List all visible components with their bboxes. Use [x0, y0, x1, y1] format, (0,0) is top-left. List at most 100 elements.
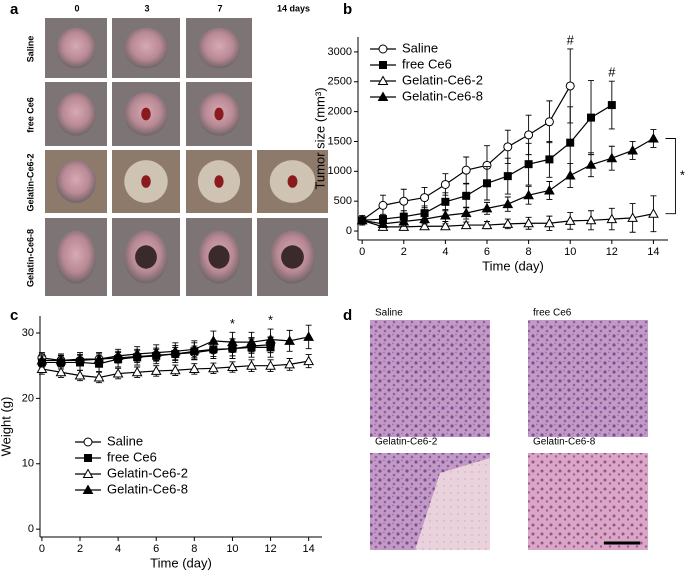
x-tick-label: 4	[115, 543, 121, 555]
marker	[440, 210, 451, 220]
significance-bracket	[665, 138, 676, 215]
y-tick-label: 0	[346, 225, 352, 237]
column-label: 0	[74, 3, 79, 13]
photo-lesion	[141, 175, 151, 188]
x-tick-label: 0	[39, 543, 45, 555]
y-tick-label: 0	[28, 523, 34, 535]
marker	[36, 363, 48, 373]
marker	[462, 191, 471, 200]
chart: 0 2 4 6 8 10 12 14 0 10 20 30 Time (day) Weight (g) Sa…	[0, 313, 322, 570]
row-label: free Ce6	[25, 97, 35, 133]
legend-marker	[82, 468, 94, 478]
annotation: *	[230, 316, 235, 331]
marker	[303, 331, 315, 341]
marker	[460, 219, 472, 230]
marker	[93, 353, 105, 364]
marker	[246, 360, 257, 370]
marker	[564, 169, 576, 180]
marker	[585, 159, 597, 169]
y-tick-label: 3000	[328, 46, 352, 58]
marker	[284, 335, 295, 345]
marker	[440, 179, 450, 189]
marker	[482, 179, 491, 188]
marker	[419, 213, 430, 224]
marker	[606, 152, 618, 163]
annotation: #	[567, 32, 575, 47]
x-tick-label: 0	[359, 246, 365, 258]
x-tick-label: 14	[303, 543, 315, 555]
marker	[648, 132, 659, 143]
marker	[544, 117, 554, 127]
annotation: *	[268, 313, 273, 328]
marker	[55, 354, 67, 365]
legend-marker	[379, 61, 387, 69]
x-tick-label: 8	[191, 543, 197, 555]
legend-marker	[84, 454, 92, 462]
marker	[74, 369, 86, 380]
legend-marker	[83, 437, 93, 447]
row-label: Saline	[25, 36, 35, 63]
marker	[131, 366, 143, 377]
marker	[131, 348, 143, 358]
marker	[399, 196, 409, 206]
marker	[565, 81, 575, 91]
marker	[503, 172, 512, 181]
marker	[503, 142, 513, 152]
legend-label: Gelatin-Ce6-8	[107, 481, 188, 496]
column-label: 14 days	[277, 3, 310, 13]
marker	[481, 219, 493, 230]
marker	[607, 101, 616, 110]
marker	[93, 371, 105, 382]
marker	[378, 200, 388, 210]
marker	[303, 355, 315, 366]
chart: 0 2 4 6 8 10 12 14 0 500 1000 1500 2000 2500 3000 Time …	[312, 32, 685, 273]
x-tick-label: 10	[564, 246, 576, 258]
marker	[627, 212, 638, 222]
y-tick-label: 1500	[328, 135, 352, 147]
x-axis-label: Time (day)	[150, 555, 212, 570]
photo-lesion	[214, 107, 224, 121]
x-tick-label: 8	[526, 246, 532, 258]
legend-label: Gelatin-Ce6-2	[402, 72, 483, 87]
x-tick-label: 10	[226, 543, 238, 555]
x-tick-label: 12	[264, 543, 276, 555]
column-label: 3	[144, 3, 149, 13]
photo-lesion	[141, 107, 151, 121]
x-tick-label: 6	[484, 246, 490, 258]
marker	[627, 144, 638, 155]
photo-tumor	[124, 27, 168, 69]
marker	[545, 155, 554, 164]
marker	[585, 214, 597, 225]
marker	[227, 336, 238, 347]
marker	[441, 197, 450, 206]
marker	[208, 362, 219, 373]
marker	[648, 208, 659, 218]
marker	[150, 347, 162, 357]
marker	[544, 217, 555, 228]
photo-lesion	[208, 245, 230, 269]
marker	[420, 193, 430, 203]
row-label: Gelatin-Ce6-8	[25, 229, 35, 287]
marker	[524, 130, 534, 140]
histology-label: free Ce6	[533, 308, 572, 319]
x-tick-label: 2	[401, 246, 407, 258]
marker	[502, 218, 514, 228]
legend-marker	[82, 484, 94, 494]
x-tick-label: 6	[153, 543, 159, 555]
marker	[564, 215, 576, 225]
y-tick-label: 10	[22, 458, 34, 470]
photo-tumor	[56, 27, 96, 69]
column-label: 7	[217, 3, 222, 13]
histology-image	[528, 453, 648, 550]
y-tick-label: 20	[22, 392, 34, 404]
legend-label: Saline	[402, 40, 438, 55]
legend-label: Saline	[107, 433, 143, 448]
histology-label: Gelatin-Ce6-2	[375, 437, 438, 448]
y-tick-label: 2000	[328, 106, 352, 118]
photo-tumor	[56, 160, 96, 203]
panel-label: d	[343, 307, 352, 324]
photo-lesion	[287, 175, 298, 188]
y-tick-label: 2500	[328, 76, 352, 88]
marker	[461, 165, 471, 175]
legend-label: free Ce6	[107, 449, 157, 464]
